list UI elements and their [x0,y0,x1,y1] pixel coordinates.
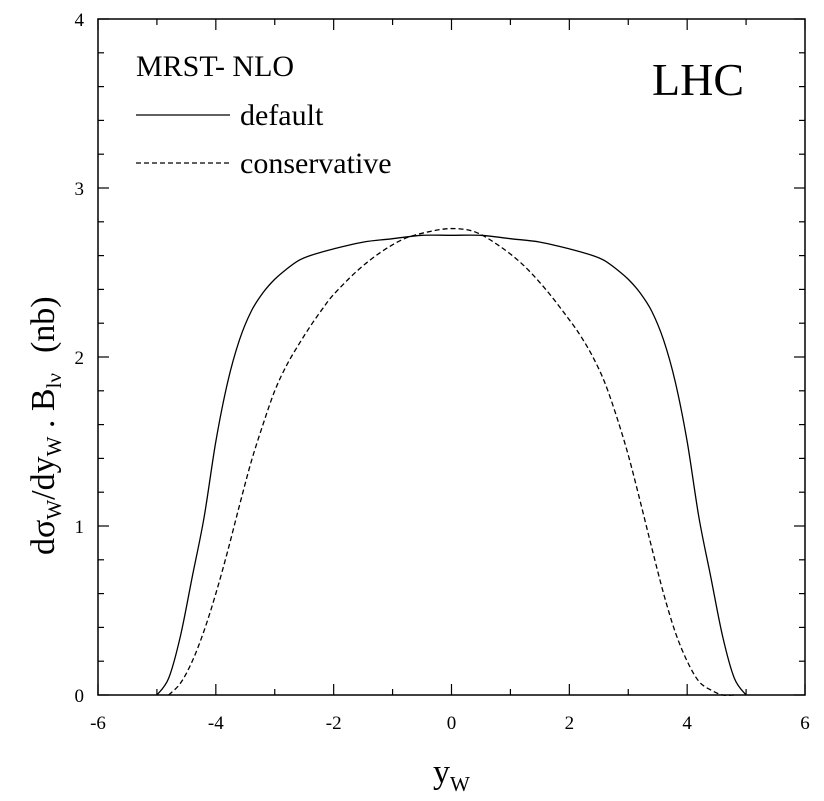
x-tick-label: 0 [447,713,457,734]
y-label-part-1: dσ [25,520,62,555]
x-tick-label: -2 [326,713,342,734]
y-axis-label: dσW/dyW . Blν(nb) [25,296,66,555]
legend-label-conservative: conservative [240,147,392,180]
y-tick-label: 1 [75,517,85,538]
y-label-unit: (nb) [25,296,62,353]
plot-frame [97,18,806,696]
y-label-sub-3: lν [42,373,66,388]
x-axis-label-main: y [433,754,450,791]
y-label-part-3: . B [25,388,62,436]
series-line-conservative [168,227,735,697]
y-tick-label: 0 [75,686,85,707]
x-tick-label: 6 [800,713,810,734]
chart-title: LHC [652,54,744,105]
y-label-sub-2: W [42,436,66,456]
y-tick-label: 2 [75,348,85,369]
y-label-part-2: /dy [25,456,62,499]
legend-label-default: default [240,99,324,132]
axis-ticks [97,18,806,696]
x-tick-label: 2 [565,713,575,734]
x-tick-label: 4 [682,713,692,734]
series-line-default [156,234,747,696]
series-lines [156,227,747,697]
legend: MRST- NLO default conservative [136,50,392,180]
y-tick-label: 4 [75,10,85,31]
y-tick-label: 3 [75,179,85,200]
legend-title: MRST- NLO [136,50,294,83]
x-axis-label: yW [433,754,470,796]
x-tick-label: -6 [90,713,106,734]
x-tick-label: -4 [208,713,224,734]
x-axis-label-sub: W [450,772,470,796]
tick-labels: -6 -4 -2 0 2 4 6 0 1 2 3 4 [75,10,810,734]
y-label-sub-1: W [42,500,66,520]
